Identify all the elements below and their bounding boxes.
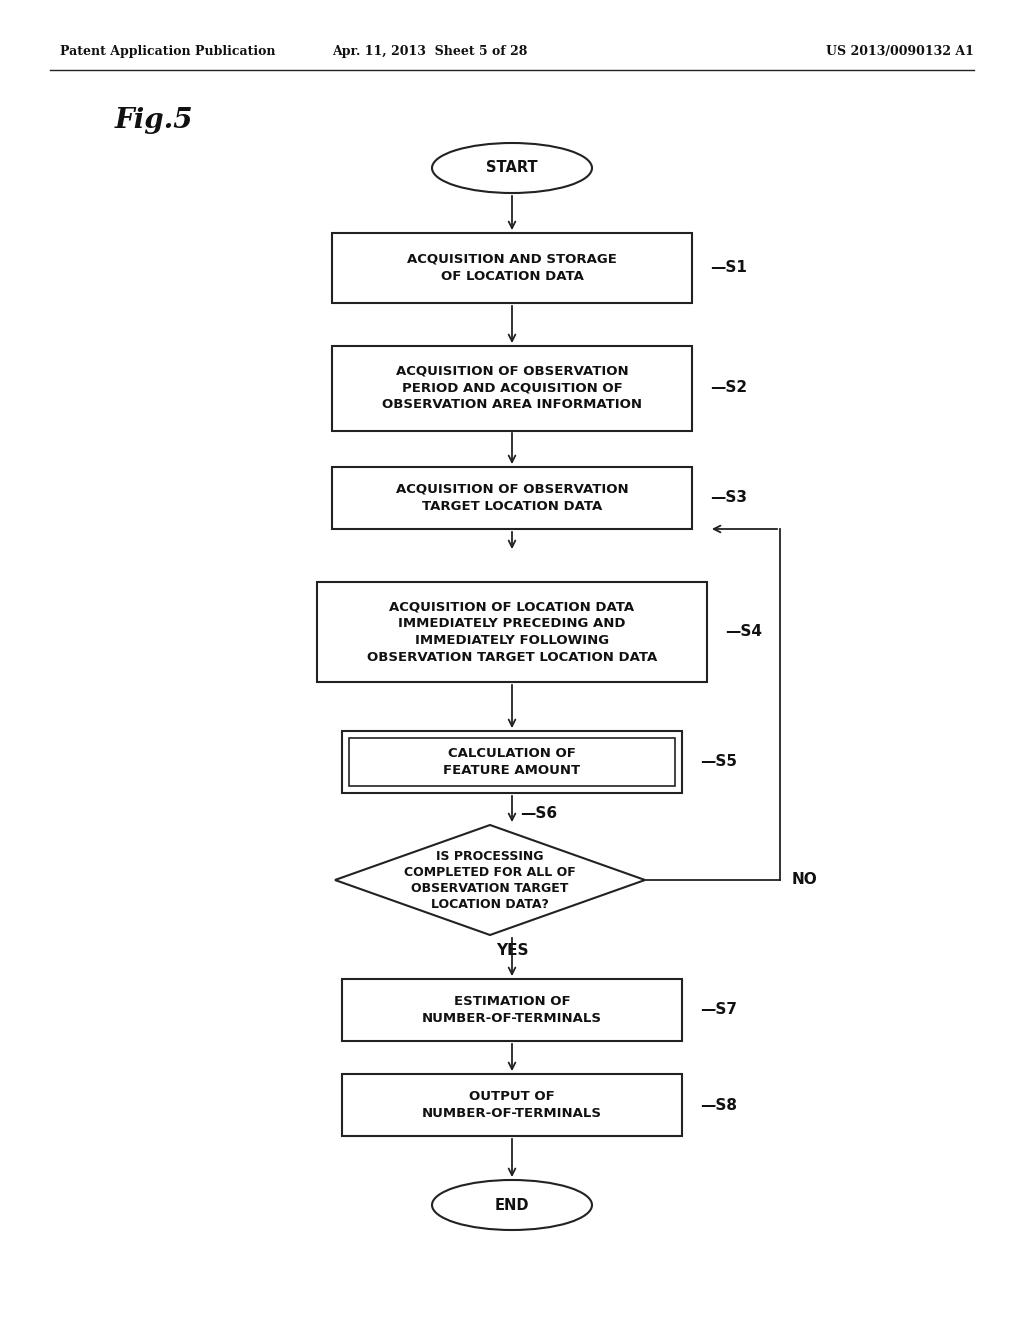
Text: —S5: —S5	[700, 755, 737, 770]
Bar	[332, 234, 692, 304]
Text: —S3: —S3	[710, 491, 746, 506]
Text: ESTIMATION OF
NUMBER-OF-TERMINALS: ESTIMATION OF NUMBER-OF-TERMINALS	[422, 995, 602, 1026]
Ellipse shape	[432, 1180, 592, 1230]
Bar	[317, 582, 707, 682]
Bar	[342, 979, 682, 1041]
Text: CALCULATION OF
FEATURE AMOUNT: CALCULATION OF FEATURE AMOUNT	[443, 747, 581, 777]
Text: Patent Application Publication: Patent Application Publication	[60, 45, 275, 58]
Text: YES: YES	[496, 942, 528, 958]
Text: ACQUISITION OF LOCATION DATA
IMMEDIATELY PRECEDING AND
IMMEDIATELY FOLLOWING
OBS: ACQUISITION OF LOCATION DATA IMMEDIATELY…	[367, 601, 657, 664]
Bar	[349, 738, 675, 785]
Text: —S8: —S8	[700, 1097, 737, 1113]
Polygon shape	[335, 825, 645, 935]
Text: IS PROCESSING
COMPLETED FOR ALL OF
OBSERVATION TARGET
LOCATION DATA?: IS PROCESSING COMPLETED FOR ALL OF OBSER…	[404, 850, 575, 911]
Text: —S4: —S4	[725, 624, 762, 639]
Text: —S1: —S1	[710, 260, 746, 276]
Text: NO: NO	[792, 873, 818, 887]
Text: START: START	[486, 161, 538, 176]
Text: Apr. 11, 2013  Sheet 5 of 28: Apr. 11, 2013 Sheet 5 of 28	[333, 45, 527, 58]
Text: US 2013/0090132 A1: US 2013/0090132 A1	[826, 45, 974, 58]
Text: OUTPUT OF
NUMBER-OF-TERMINALS: OUTPUT OF NUMBER-OF-TERMINALS	[422, 1090, 602, 1119]
Text: —S7: —S7	[700, 1002, 737, 1018]
Text: ACQUISITION AND STORAGE
OF LOCATION DATA: ACQUISITION AND STORAGE OF LOCATION DATA	[408, 253, 616, 282]
Ellipse shape	[432, 143, 592, 193]
Text: ACQUISITION OF OBSERVATION
TARGET LOCATION DATA: ACQUISITION OF OBSERVATION TARGET LOCATI…	[395, 483, 629, 513]
Text: —S2: —S2	[710, 380, 748, 396]
Text: —S6: —S6	[520, 807, 557, 821]
Bar	[332, 346, 692, 430]
Text: Fig.5: Fig.5	[115, 107, 194, 133]
Text: ACQUISITION OF OBSERVATION
PERIOD AND ACQUISITION OF
OBSERVATION AREA INFORMATIO: ACQUISITION OF OBSERVATION PERIOD AND AC…	[382, 364, 642, 412]
Bar	[342, 1074, 682, 1137]
Bar	[332, 467, 692, 529]
Bar	[342, 731, 682, 793]
Text: END: END	[495, 1197, 529, 1213]
